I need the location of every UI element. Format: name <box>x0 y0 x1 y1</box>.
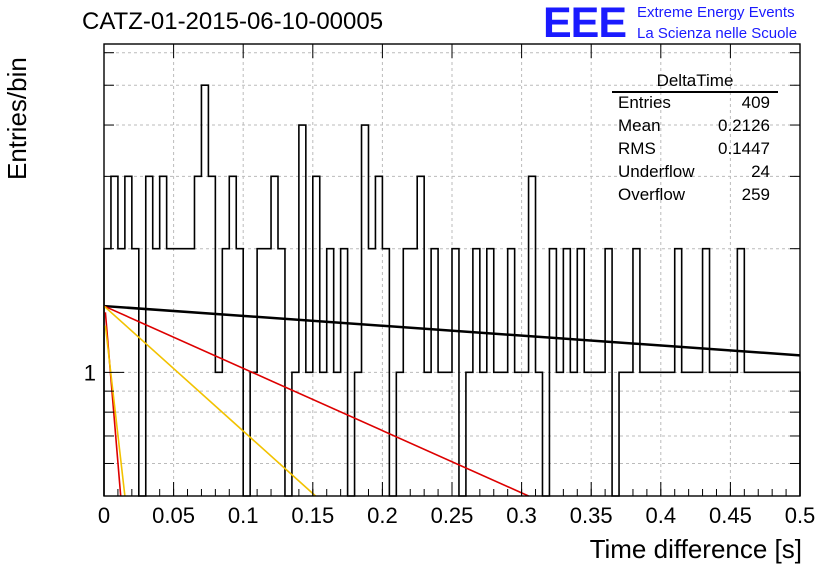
stats-key: Overflow <box>618 185 686 204</box>
stats-key: RMS <box>618 139 656 158</box>
stats-title: DeltaTime <box>656 71 734 90</box>
x-tick-label: 0.45 <box>709 503 752 528</box>
stats-key: Mean <box>618 116 661 135</box>
stats-value: 24 <box>751 162 770 181</box>
fit-line <box>103 305 317 497</box>
x-tick-label: 0.4 <box>646 503 677 528</box>
x-tick-label: 0.35 <box>570 503 613 528</box>
logo-text: EEE <box>543 0 627 47</box>
x-tick-label: 0.25 <box>431 503 474 528</box>
stats-row: Entries 409 <box>618 93 770 115</box>
stats-key: Underflow <box>618 162 695 181</box>
stats-value: 259 <box>741 185 770 204</box>
stats-key: Entries <box>618 93 671 112</box>
stats-row: RMS 0.1447 <box>618 139 770 161</box>
logo-line-2: La Scienza nelle Scuole <box>637 25 798 42</box>
y-axis-label: Entries/bin <box>2 57 32 180</box>
fit-line <box>103 304 801 357</box>
x-tick-label: 0.15 <box>291 503 334 528</box>
x-axis-label: Time difference [s] <box>589 534 802 564</box>
x-tick-label: 0 <box>98 503 110 528</box>
x-tick-label: 0.2 <box>367 503 398 528</box>
x-tick-label: 0.3 <box>506 503 537 528</box>
fit-line <box>104 325 126 497</box>
y-tick-label: 1 <box>84 360 96 385</box>
histogram-outline <box>103 84 801 497</box>
stats-row: Mean 0.2126 <box>618 116 770 138</box>
x-tick-label: 0.5 <box>785 503 816 528</box>
fit-line <box>103 305 529 497</box>
stats-value: 0.1447 <box>718 139 770 158</box>
logo-line-1: Extreme Energy Events <box>637 4 795 21</box>
stats-value: 409 <box>741 93 770 112</box>
x-tick-label: 0.05 <box>152 503 195 528</box>
chart-title: CATZ-01-2015-06-10-00005 <box>82 8 384 35</box>
stats-row: Overflow 259 <box>618 185 770 207</box>
x-tick-label: 0.1 <box>228 503 259 528</box>
stats-value: 0.2126 <box>718 116 770 135</box>
stats-row: Underflow 24 <box>618 162 770 184</box>
